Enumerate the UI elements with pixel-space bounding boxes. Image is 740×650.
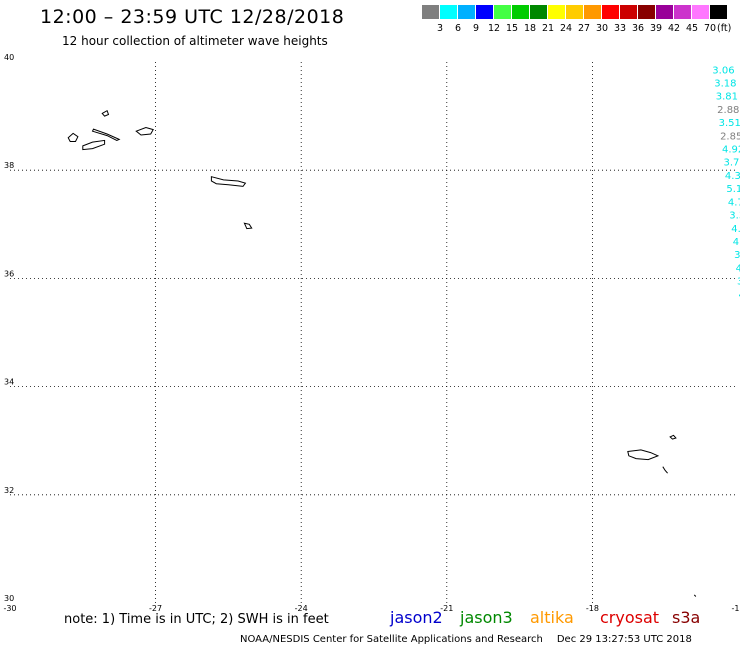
wave-height-value: 4.32 [731, 224, 740, 235]
colorbar-swatch [512, 5, 529, 19]
longitude-tick-label: -15 [731, 604, 740, 613]
latitude-tick-label: 32 [4, 486, 14, 495]
wave-height-value: 3.73 [723, 158, 740, 169]
satellite-label-altika: altika [530, 608, 574, 627]
colorbar-swatch [674, 5, 691, 19]
wave-height-value: 3.51 [719, 118, 740, 129]
colorbar-tick-label: 36 [631, 23, 645, 34]
colorbar-swatch [476, 5, 493, 19]
satellite-label-jason3: jason3 [460, 608, 513, 627]
island-outline-graciosa [101, 109, 110, 117]
colorbar-swatch [692, 5, 709, 19]
satellite-label-cryosat: cryosat [600, 608, 660, 627]
colorbar-unit: (ft) [717, 23, 732, 34]
coastlines [67, 109, 697, 597]
colorbar-swatch [548, 5, 565, 19]
colorbar-swatch [602, 5, 619, 19]
longitude-tick-label: -18 [586, 604, 599, 613]
colorbar-swatch [566, 5, 583, 19]
longitude-tick-label: -27 [149, 604, 162, 613]
credit-text: NOAA/NESDIS Center for Satellite Applica… [240, 634, 543, 645]
wave-height-value: 4.09 [736, 264, 740, 275]
island-outline-selvagens [693, 594, 697, 597]
island-outline-desertas [662, 466, 668, 474]
colorbar-tick-label: 45 [685, 23, 699, 34]
wave-height-value: 2.88 [717, 105, 739, 116]
latitude-tick-label: 36 [4, 269, 14, 278]
colorbar-swatch [620, 5, 637, 19]
colorbar-swatch [638, 5, 655, 19]
colorbar-tick-label: 33 [613, 23, 627, 34]
latitude-tick-label: 38 [4, 161, 14, 170]
island-outline-pico [82, 139, 106, 151]
colorbar-tick-label: 30 [595, 23, 609, 34]
latitude-tick-label: 40 [4, 53, 14, 62]
satellite-label-s3a: s3a [672, 608, 701, 627]
colorbar-swatch [530, 5, 547, 19]
wave-height-value: 5.11 [726, 184, 740, 195]
wave-height-value: 3.06 [712, 66, 734, 77]
colorbar-tick-label: 21 [541, 23, 555, 34]
island-outline-sao-miguel [210, 176, 247, 187]
colorbar-tick-label: 6 [454, 23, 462, 34]
latitude-tick-label: 34 [4, 378, 14, 387]
island-outline-faial [67, 132, 79, 142]
wave-height-value: 2.85 [720, 132, 740, 143]
map-title: 12:00 – 23:59 UTC 12/28/2018 [40, 6, 345, 28]
island-outline-terceira [135, 126, 154, 136]
colorbar-swatch [440, 5, 457, 19]
footnote: note: 1) Time is in UTC; 2) SWH is in fe… [64, 612, 329, 627]
altimeter-observations: 3.06 3.18 3.81 2.88 3.51 2.85 4.92 3.73 4.32 5.11… [712, 66, 740, 302]
wave-height-value: 4.77 [728, 198, 740, 209]
wave-height-value: 4.32 [725, 171, 740, 182]
colorbar-tick-label: 12 [487, 23, 501, 34]
colorbar-tick-label: 15 [505, 23, 519, 34]
latitude-tick-label: 30 [4, 594, 14, 603]
longitude-tick-label: -21 [440, 604, 453, 613]
wave-height-value: 3.81 [716, 92, 738, 103]
colorbar-swatch [494, 5, 511, 19]
colorbar-swatch [710, 5, 727, 19]
wave-height-value: 4.02 [739, 290, 740, 301]
colorbar-tick-label: 18 [523, 23, 537, 34]
map-subtitle: 12 hour collection of altimeter wave hei… [62, 34, 328, 48]
wave-height-value: 3.18 [714, 79, 736, 90]
island-outline-sao-jorge [91, 128, 121, 141]
island-outline-santa-maria [243, 222, 253, 230]
colorbar-tick-label: 27 [577, 23, 591, 34]
colorbar-tick-label: 39 [649, 23, 663, 34]
lat-lon-grid [10, 62, 738, 603]
axis-tick-labels: -30 -27 -24 -21 -18 -15 30 32 34 36 38 40 [3, 53, 740, 613]
colorbar-tick-label: 24 [559, 23, 573, 34]
colorbar-tick-label: 9 [472, 23, 480, 34]
colorbar-tick-label: 70 [703, 23, 717, 34]
generated-timestamp: Dec 29 13:27:53 UTC 2018 [556, 634, 692, 645]
credit-line: NOAA/NESDIS Center for Satellite Applica… [240, 634, 692, 645]
island-outline-madeira [627, 449, 660, 461]
wave-height-value: 4.92 [722, 145, 740, 156]
wave-height-value: 3.83 [734, 250, 740, 261]
colorbar-swatch [656, 5, 673, 19]
wave-height-value: 3.66 [737, 277, 740, 288]
colorbar-swatch [584, 5, 601, 19]
wave-height-value: 3.38 [729, 211, 740, 222]
island-outline-porto-santo [669, 434, 677, 440]
colorbar-tick-label: 42 [667, 23, 681, 34]
colorbar-swatch [422, 5, 439, 19]
colorbar-swatch [458, 5, 475, 19]
colorbar-tick-label: 3 [436, 23, 444, 34]
wave-height-value: 4.14 [733, 237, 740, 248]
longitude-tick-label: -24 [295, 604, 308, 613]
satellite-label-jason2: jason2 [390, 608, 443, 627]
longitude-tick-label: -30 [3, 604, 16, 613]
